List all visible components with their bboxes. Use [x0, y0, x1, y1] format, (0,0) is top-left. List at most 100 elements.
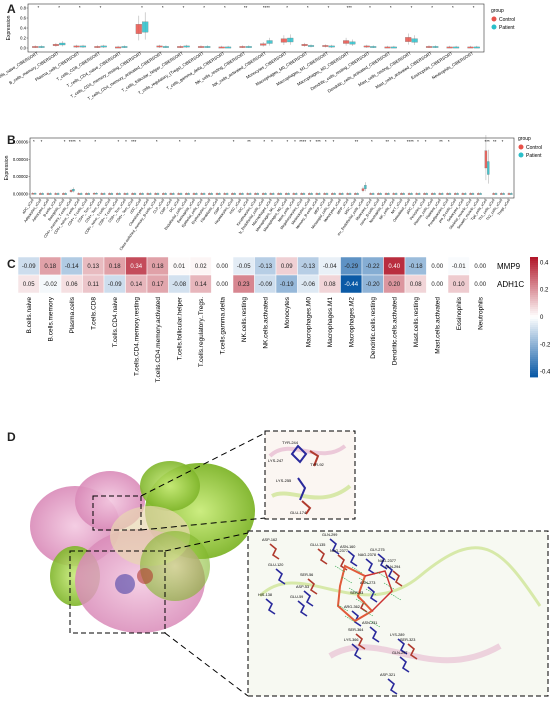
residue-label: GLN-294: [385, 565, 400, 569]
control-box: [31, 193, 34, 195]
heatmap-value: -0.20: [366, 282, 380, 288]
patient-box: [79, 45, 87, 48]
residue-label: SER-56: [300, 573, 313, 577]
plot-frame: [29, 137, 515, 199]
significance-marker: *: [333, 139, 335, 144]
hbond: [351, 566, 363, 574]
hbond: [358, 577, 370, 585]
patient-box: [364, 185, 367, 189]
ligand: [364, 570, 393, 612]
patient-box: [56, 193, 60, 195]
patient-box: [348, 193, 352, 195]
significance-marker: *: [371, 139, 373, 144]
heatmap-value: 0.00: [474, 264, 486, 270]
residue-stick: [329, 538, 340, 555]
heatmap-value: -0.09: [22, 264, 36, 270]
residue-label: SER-364: [348, 628, 363, 632]
patient-box: [49, 193, 52, 195]
y-tick-label: 0.00006: [13, 140, 29, 145]
patient-box: [102, 193, 106, 195]
significance-marker: **: [385, 139, 389, 144]
control-box: [73, 45, 80, 48]
significance-marker: *: [425, 139, 427, 144]
patient-box: [38, 46, 45, 48]
residue-stick: [407, 643, 418, 660]
control-box: [343, 40, 350, 44]
control-box: [384, 193, 388, 195]
control-box: [280, 38, 287, 43]
control-box: [423, 193, 426, 195]
control-box: [354, 193, 357, 195]
control-box: [292, 193, 296, 195]
residue-label: GLU-120: [268, 563, 283, 567]
significance-marker: *: [411, 5, 413, 10]
control-box: [469, 193, 472, 195]
patient-box: [425, 193, 429, 195]
patient-box: [302, 193, 306, 195]
control-box: [369, 193, 372, 195]
control-box: [425, 46, 433, 48]
legend-item: Patient: [499, 25, 515, 31]
control-box: [269, 193, 273, 195]
heatmap-value: -0.08: [172, 282, 186, 288]
ligand: [336, 564, 374, 623]
control-box: [446, 193, 449, 195]
control-box: [77, 193, 80, 195]
heatmap-value: 0.00: [216, 264, 228, 270]
residue-stick: [387, 678, 398, 695]
control-box: [115, 46, 122, 49]
hbond: [390, 593, 402, 601]
residue-stick: [269, 543, 280, 560]
control-box: [218, 46, 225, 49]
patient-box: [79, 193, 83, 195]
residue-stick: [377, 553, 388, 570]
residue-stick: [369, 626, 380, 643]
patient-box: [387, 193, 390, 195]
heatmap-column-label: NK.cells.activated: [262, 297, 269, 349]
control-box: [477, 193, 480, 195]
control-box: [346, 193, 349, 195]
residue-label: ASN-231: [362, 621, 377, 625]
heatmap-column-label: T.cells.CD4.naive: [112, 297, 119, 348]
control-box: [231, 193, 234, 195]
hbond: [376, 571, 388, 579]
control-box: [308, 193, 311, 195]
patient-box: [33, 193, 37, 195]
patient-box: [225, 193, 229, 195]
patient-box: [59, 42, 66, 46]
control-box: [246, 193, 249, 195]
residue-label: ASP-321: [380, 673, 395, 677]
panel-b-letter: B: [7, 133, 16, 147]
heatmap-value: 0.08: [410, 282, 422, 288]
patient-box: [448, 193, 452, 195]
significance-marker: ***: [315, 139, 321, 144]
y-axis-label: Expression: [6, 15, 12, 40]
heatmap-column-label: B.cells.naive: [26, 297, 33, 334]
control-box: [185, 193, 188, 195]
heatmap-value: -0.01: [452, 264, 466, 270]
significance-marker: *: [183, 5, 185, 10]
patient-box: [370, 46, 377, 48]
significance-marker: *: [156, 139, 158, 144]
heatmap-column-label: T.cells.gamma.delta: [219, 297, 226, 355]
patient-box: [310, 193, 313, 195]
control-box: [277, 193, 280, 195]
significance-marker: *: [294, 139, 296, 144]
control-box: [430, 193, 434, 195]
residue-label: SER-93: [350, 591, 363, 595]
significance-marker: *: [390, 5, 392, 10]
control-box: [154, 193, 157, 195]
heatmap-value: 0.23: [238, 282, 250, 288]
significance-marker: *: [41, 139, 43, 144]
significance-marker: *: [286, 5, 288, 10]
significance-marker: ***: [347, 5, 353, 10]
control-box: [438, 193, 442, 195]
patient-box: [328, 45, 335, 48]
heatmap-value: 0.00: [431, 282, 443, 288]
significance-marker: ****: [69, 139, 76, 144]
control-box: [322, 45, 329, 47]
significance-marker: *: [473, 5, 475, 10]
control-box: [300, 193, 303, 195]
patient-box: [202, 193, 206, 195]
panel-c-heatmap: -0.09 0.18 -0.14 0.13 0.18 0.34 0.18 0.01 0.02 0.…: [17, 256, 550, 383]
